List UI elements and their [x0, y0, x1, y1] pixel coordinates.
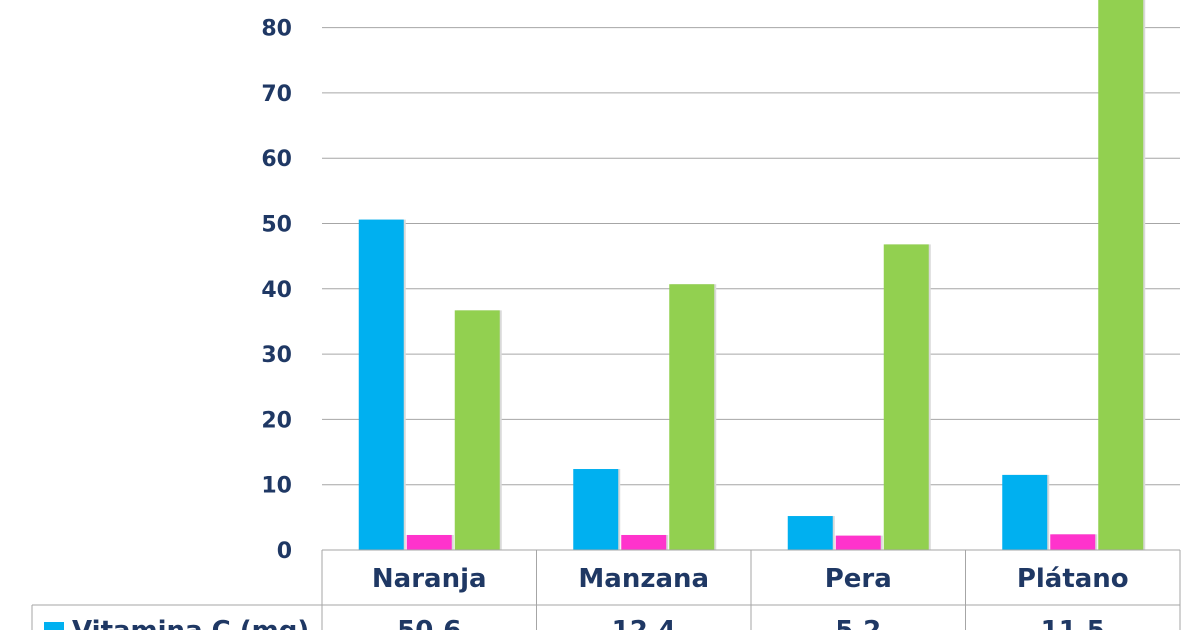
y-tick-label: 20 — [261, 408, 292, 433]
bar — [454, 310, 500, 550]
bar — [358, 219, 404, 550]
y-tick-label: 10 — [261, 474, 292, 499]
bar — [1098, 0, 1144, 550]
table-cell: 5,2 — [835, 616, 881, 630]
data-table: Naranja Manzana Pera Plátano Vitamina C (mg)… — [31, 549, 1181, 630]
bar — [669, 284, 715, 550]
x-category-label: Manzana — [578, 564, 709, 594]
y-tick-label: 0 — [277, 539, 292, 564]
bar — [835, 535, 881, 550]
bar — [1050, 534, 1096, 550]
y-tick-label: 70 — [261, 82, 292, 107]
table-cell: 11,5 — [1041, 616, 1105, 630]
y-tick-label: 60 — [261, 147, 292, 172]
x-category-label: Pera — [825, 564, 892, 594]
table-cell: 50,6 — [397, 616, 461, 630]
bar — [406, 534, 452, 550]
grid-lines — [322, 27, 1180, 551]
bar — [1002, 474, 1048, 550]
y-tick-label: 80 — [261, 17, 292, 42]
x-category-label: Naranja — [372, 564, 487, 594]
legend-label: Vitamina C (mg) — [72, 616, 309, 630]
y-tick-label: 30 — [261, 343, 292, 368]
bar — [621, 534, 667, 550]
bar — [883, 244, 929, 550]
y-tick-label: 50 — [261, 213, 292, 238]
bar — [573, 469, 619, 550]
legend-swatch — [44, 622, 64, 630]
x-category-label: Plátano — [1017, 564, 1129, 594]
bars — [358, 0, 1146, 550]
y-tick-label: 40 — [261, 278, 292, 303]
bar — [787, 516, 833, 550]
table-cell: 12,4 — [612, 616, 676, 630]
y-axis-ticks: 0 10 20 30 40 50 60 70 80 — [261, 17, 292, 564]
